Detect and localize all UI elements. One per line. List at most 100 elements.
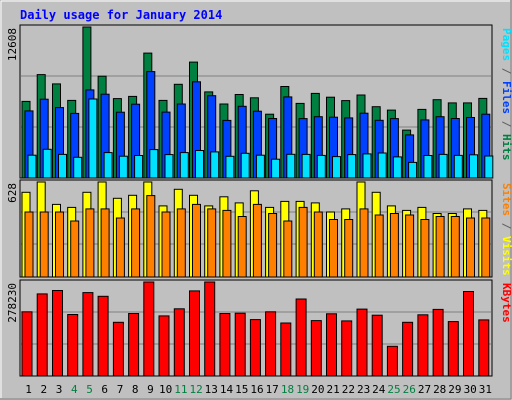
x-tick-label: 22 (342, 383, 355, 396)
hits-pages-bar-day-2 (42, 148, 52, 179)
hits-pages-bar-day-12 (195, 150, 204, 179)
kbytes-kbytes-bar-day-7 (112, 321, 124, 377)
hits-pages-bar-day-7 (118, 155, 128, 179)
kbytes-legend-part: KBytes (500, 283, 512, 323)
x-tick-label: 20 (311, 383, 324, 396)
hits-pages-bar-day-15 (240, 152, 250, 179)
kbytes-kbytes-bar-day-1 (21, 311, 33, 377)
visits-sites-bar-day-16 (252, 203, 262, 278)
hits-pages-bar-day-20 (316, 154, 326, 179)
kbytes-kbytes-bar-day-29 (447, 321, 459, 377)
hits-legend-part: Pages (500, 28, 512, 61)
hits-pages-bar-day-26 (408, 161, 418, 179)
x-tick-label: 26 (403, 383, 416, 396)
visits-sites-bar-day-11 (176, 208, 186, 278)
x-tick-label: 12 (189, 383, 202, 396)
visits-sites-bar-day-22 (344, 219, 354, 278)
x-tick-label: 19 (296, 383, 309, 396)
x-tick-label: 30 (464, 383, 477, 396)
panel-kbytes: 278230 KBytes (6, 279, 512, 377)
kbytes-kbytes-bar-day-18 (280, 322, 292, 377)
visits-sites-bar-day-25 (389, 213, 399, 278)
hits-pages-bar-day-1 (27, 154, 37, 179)
hits-pages-bar-day-21 (332, 156, 341, 179)
x-tick-label: 23 (357, 383, 370, 396)
hits-pages-bar-day-6 (103, 152, 113, 179)
hits-pages-bar-day-17 (271, 158, 281, 179)
kbytes-kbytes-bar-day-19 (295, 298, 307, 377)
kbytes-kbytes-bar-day-27 (417, 314, 429, 377)
hits-legend-part: / (500, 61, 512, 81)
x-tick-label: 9 (147, 383, 154, 396)
hits-pages-bar-day-23 (362, 153, 372, 179)
visits-sites-bar-day-14 (222, 209, 232, 278)
chart-title: Daily usage for January 2014 (20, 8, 222, 22)
hits-pages-bar-day-27 (423, 155, 433, 179)
kbytes-kbytes-bar-day-8 (128, 313, 140, 377)
visits-sites-bar-day-26 (405, 214, 415, 278)
kbytes-kbytes-bar-day-20 (310, 320, 322, 377)
panel-visits-bars (21, 181, 491, 278)
hits-legend-part: Files (500, 81, 512, 114)
visits-sites-bar-day-13 (207, 208, 217, 278)
visits-sites-bar-day-10 (161, 211, 171, 278)
x-tick-label: 29 (448, 383, 461, 396)
hits-pages-bar-day-8 (134, 155, 144, 179)
panel-visits-legend: Sites / Visits (500, 183, 512, 276)
hits-pages-bar-day-18 (286, 153, 296, 179)
panel-hits-legend: Pages / Files / Hits (500, 28, 512, 161)
kbytes-kbytes-bar-day-22 (341, 320, 353, 377)
visits-sites-bar-day-2 (39, 211, 49, 278)
panel-kbytes-ytick-label: 278230 (6, 283, 19, 323)
visits-sites-bar-day-6 (100, 208, 110, 278)
visits-sites-bar-day-4 (70, 220, 80, 278)
visits-legend-part: / (500, 216, 512, 236)
visits-sites-bar-day-1 (24, 211, 34, 278)
kbytes-kbytes-bar-day-17 (265, 311, 277, 377)
kbytes-kbytes-bar-day-23 (356, 308, 368, 377)
visits-sites-bar-day-24 (374, 214, 384, 278)
panel-kbytes-legend: KBytes (500, 283, 512, 323)
panel-hits-bars (21, 26, 494, 179)
visits-sites-bar-day-3 (55, 211, 64, 278)
hits-pages-bar-day-9 (149, 149, 159, 179)
panel-kbytes-bars (21, 281, 490, 377)
x-tick-label: 31 (479, 383, 492, 396)
visits-sites-bar-day-8 (131, 208, 141, 278)
hits-pages-bar-day-25 (392, 156, 402, 179)
x-tick-label: 5 (86, 383, 93, 396)
hits-pages-bar-day-30 (469, 154, 478, 179)
panel-visits-ytick-label: 628 (6, 183, 19, 203)
visits-sites-bar-day-18 (283, 220, 293, 278)
hits-pages-bar-day-16 (255, 154, 265, 179)
hits-pages-bar-day-11 (179, 152, 189, 179)
x-tick-label: 1 (25, 383, 32, 396)
x-tick-label: 8 (132, 383, 139, 396)
panel-visits: 628 Sites / Visits (6, 179, 512, 278)
visits-sites-bar-day-29 (450, 216, 460, 278)
hits-legend-part: / (500, 114, 512, 134)
hits-pages-bar-day-28 (438, 153, 448, 179)
visits-sites-bar-day-12 (192, 203, 201, 278)
visits-sites-bar-day-20 (313, 211, 323, 278)
kbytes-kbytes-bar-day-2 (36, 293, 48, 377)
x-tick-label: 21 (326, 383, 339, 396)
hits-pages-bar-day-22 (347, 154, 357, 179)
visits-legend-part: Sites (500, 183, 512, 216)
visits-sites-bar-day-17 (268, 213, 278, 278)
x-tick-label: 17 (266, 383, 279, 396)
visits-sites-bar-day-31 (481, 217, 491, 278)
kbytes-kbytes-bar-day-15 (234, 312, 246, 377)
hits-pages-bar-day-31 (484, 155, 494, 179)
visits-legend-part: Visits (500, 236, 512, 276)
x-tick-label: 10 (159, 383, 172, 396)
kbytes-kbytes-bar-day-30 (463, 291, 474, 377)
kbytes-kbytes-bar-day-6 (97, 295, 109, 377)
x-tick-label: 14 (220, 383, 234, 396)
hits-legend-part: Hits (500, 134, 512, 161)
hits-pages-bar-day-19 (301, 153, 311, 179)
kbytes-kbytes-bar-day-12 (189, 290, 200, 377)
visits-sites-bar-day-9 (146, 195, 156, 278)
hits-pages-bar-day-24 (377, 152, 387, 179)
